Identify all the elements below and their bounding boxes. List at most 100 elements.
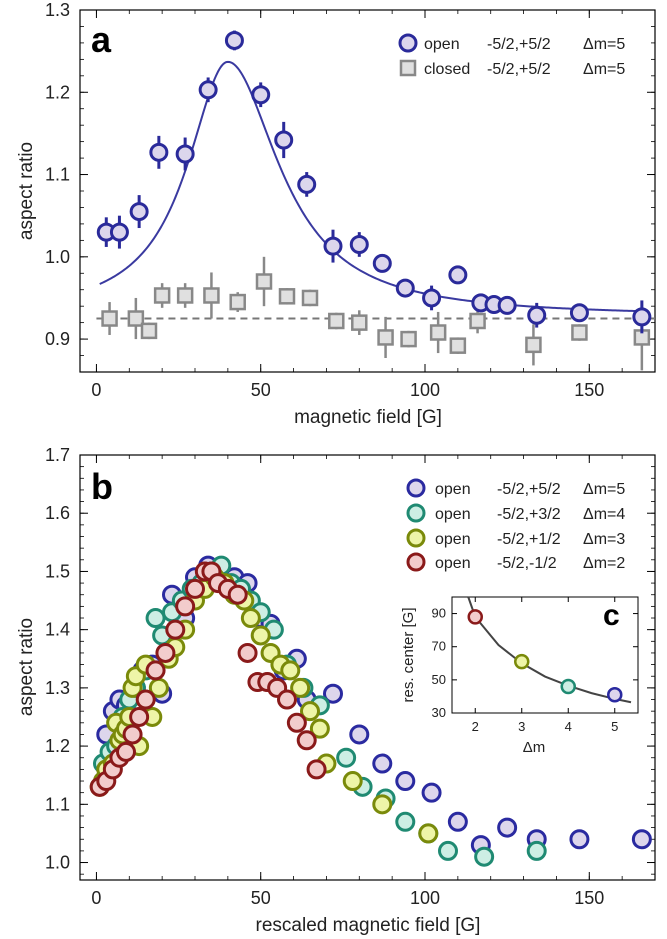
series-point xyxy=(395,811,416,832)
inset-point xyxy=(560,678,576,695)
legend-b-dm4-label: open xyxy=(435,506,471,523)
series-point xyxy=(250,625,271,646)
y-tick-label: 1.0 xyxy=(45,853,70,873)
legend-a-closed-marker xyxy=(399,59,417,77)
y-tick-label: 1.3 xyxy=(45,0,70,20)
y-tick-label: 1.4 xyxy=(45,620,70,640)
series-point xyxy=(280,660,301,681)
panel-c-plot-frame xyxy=(451,596,639,714)
open-point xyxy=(109,222,129,242)
panel-a-open-series xyxy=(96,30,652,334)
closed-point xyxy=(400,330,417,348)
panel-b-ylabel: aspect ratio xyxy=(16,618,37,716)
series-point xyxy=(286,712,307,733)
x-tick-label: 2 xyxy=(472,719,479,734)
panel-c-fit-curve xyxy=(467,596,632,704)
legend-a-closed-dm: Δm=5 xyxy=(583,61,625,78)
panel-a-closed-series xyxy=(101,256,651,371)
series-point xyxy=(418,823,439,844)
closed-point xyxy=(328,312,345,330)
y-tick-label: 1.1 xyxy=(45,165,70,185)
panel-c-letter: c xyxy=(603,599,620,632)
legend-a-closed-label: closed xyxy=(424,61,470,78)
panel-b-points xyxy=(89,555,652,867)
legend-b-dm2-dm: Δm=2 xyxy=(583,555,625,572)
x-tick-label: 50 xyxy=(251,380,271,400)
series-point xyxy=(155,642,176,663)
open-point xyxy=(224,30,244,50)
closed-point xyxy=(301,289,319,307)
open-point xyxy=(323,236,343,256)
open-point xyxy=(251,85,271,105)
series-point xyxy=(306,759,327,780)
panel-c-inset: 2 3 4 5 30 50 70 90 c res. center [G] Δm xyxy=(400,590,645,756)
panel-b-letter: b xyxy=(91,466,113,507)
closed-point xyxy=(101,310,118,327)
legend-a-open-marker xyxy=(398,33,418,53)
series-point xyxy=(497,817,518,838)
y-tick-label: 50 xyxy=(432,672,446,687)
series-point xyxy=(323,683,343,704)
open-point xyxy=(198,80,218,100)
series-point xyxy=(300,701,320,722)
legend-b-dm4-marker xyxy=(406,503,426,523)
series-point xyxy=(372,794,393,815)
legend-b-dm5-label: open xyxy=(435,481,471,498)
x-tick-label: 150 xyxy=(574,380,604,400)
series-point xyxy=(569,829,590,850)
series-point xyxy=(290,677,311,698)
panel-c-ticks: 2 3 4 5 30 50 70 90 xyxy=(432,597,638,734)
x-tick-label: 4 xyxy=(565,719,572,734)
closed-point xyxy=(377,329,394,346)
closed-point xyxy=(469,312,486,330)
panel-a-fit-curve xyxy=(99,60,646,313)
series-point xyxy=(175,596,196,617)
closed-point xyxy=(571,324,588,341)
y-tick-label: 1.5 xyxy=(45,561,70,581)
inset-point xyxy=(467,609,483,625)
y-tick-label: 1.3 xyxy=(45,678,70,698)
series-point xyxy=(129,706,150,727)
open-point xyxy=(297,174,317,194)
series-point xyxy=(631,829,652,850)
panel-b-ticks: 0 50 100 150 1.0 1.1 1.2 1.3 1.4 1.5 1.6 1.7 xyxy=(45,445,656,908)
legend-b-dm2-label: open xyxy=(435,555,471,572)
closed-point xyxy=(176,287,194,304)
closed-point xyxy=(525,336,542,354)
closed-point xyxy=(449,337,467,354)
x-tick-label: 100 xyxy=(410,888,440,908)
open-point xyxy=(569,303,589,323)
panel-a-ticks: 0 50 100 150 0.9 1.0 1.1 1.2 1.3 xyxy=(45,0,656,400)
panel-c-points xyxy=(467,609,623,703)
series-point xyxy=(342,771,363,792)
series-point xyxy=(421,782,442,803)
open-point xyxy=(422,288,442,308)
series-point xyxy=(526,840,547,861)
y-tick-label: 1.0 xyxy=(45,247,70,267)
series-point xyxy=(135,689,156,710)
series-point xyxy=(395,771,416,792)
series-point xyxy=(296,730,317,751)
y-tick-label: 1.2 xyxy=(45,82,70,102)
series-point xyxy=(145,608,166,629)
y-tick-label: 1.1 xyxy=(45,794,70,814)
closed-point xyxy=(127,310,145,327)
open-point xyxy=(372,253,392,273)
open-point xyxy=(274,130,294,150)
panel-b: 0 50 100 150 1.0 1.1 1.2 1.3 1.4 1.5 1.6 1.7 b aspe… xyxy=(16,445,656,936)
series-point xyxy=(372,753,393,774)
series-point xyxy=(447,811,468,832)
legend-b-dm4-dm: Δm=4 xyxy=(583,506,625,523)
y-tick-label: 30 xyxy=(432,705,446,720)
closed-point xyxy=(203,287,220,304)
y-tick-label: 1.2 xyxy=(45,736,70,756)
open-point xyxy=(448,265,468,285)
legend-a-open-dm: Δm=5 xyxy=(583,36,625,53)
open-point xyxy=(632,307,652,327)
x-tick-label: 3 xyxy=(518,719,525,734)
panel-a-ylabel: aspect ratio xyxy=(16,142,37,240)
panel-b-legend: open -5/2,+5/2 Δm=5 open -5/2,+3/2 Δm=4 … xyxy=(406,478,625,572)
legend-b-dm4-transition: -5/2,+3/2 xyxy=(497,506,561,523)
series-point xyxy=(227,584,248,605)
open-point xyxy=(175,144,195,164)
